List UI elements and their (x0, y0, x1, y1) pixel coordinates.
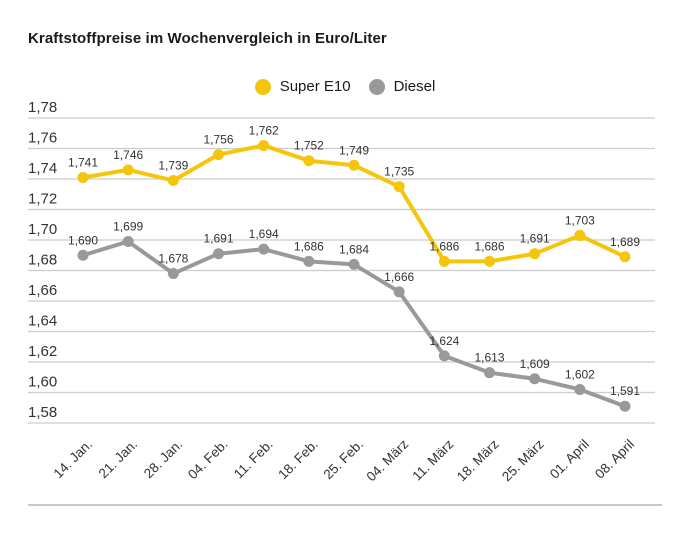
series-super-e10-point (393, 181, 405, 193)
diesel-dot-icon (368, 78, 385, 95)
y-axis-tick-label: 1,78 (28, 99, 57, 116)
legend-item-diesel: Diesel (368, 78, 436, 95)
series-diesel-point (122, 236, 134, 248)
y-axis-tick-label: 1,64 (28, 313, 57, 330)
legend-label-diesel: Diesel (393, 78, 436, 95)
x-axis-tick-label: 28. Jan. (141, 437, 186, 482)
series-super-e10-point (484, 255, 495, 267)
super-e10-dot-icon (254, 78, 271, 95)
series-diesel-value-label: 1,666 (384, 270, 414, 284)
series-super-e10-value-label: 1,686 (429, 239, 459, 253)
legend-label-super-e10: Super E10 (279, 78, 351, 95)
series-super-e10-point (303, 155, 315, 167)
series-super-e10-value-label: 1,746 (113, 148, 143, 162)
series-super-e10-value-label: 1,756 (203, 133, 233, 147)
series-super-e10-value-label: 1,741 (68, 155, 98, 169)
y-axis-tick-label: 1,68 (28, 252, 57, 269)
series-diesel-point (484, 367, 495, 379)
series-diesel-value-label: 1,686 (294, 239, 324, 253)
y-axis-tick-label: 1,70 (28, 221, 57, 238)
series-diesel-point (303, 255, 315, 267)
series-super-e10-point (529, 248, 541, 260)
series-super-e10-point (77, 171, 89, 183)
series-diesel-value-label: 1,613 (474, 351, 504, 365)
y-axis-tick-label: 1,76 (28, 130, 57, 147)
series-diesel-point (167, 268, 179, 280)
x-axis-tick-label: 18. März (454, 436, 502, 484)
series-diesel-point (393, 286, 405, 298)
series-super-e10-point (348, 159, 360, 171)
bottom-divider (28, 504, 662, 506)
series-diesel-value-label: 1,678 (158, 252, 188, 266)
series-super-e10-point (167, 175, 179, 187)
legend-item-super-e10: Super E10 (254, 78, 351, 95)
series-diesel-value-label: 1,694 (249, 227, 279, 241)
x-axis-tick-label: 18. Feb. (275, 437, 321, 483)
x-axis-tick-label: 25. Feb. (320, 437, 366, 483)
series-diesel-point (438, 350, 450, 362)
series-super-e10-value-label: 1,735 (384, 165, 414, 179)
series-diesel-value-label: 1,691 (203, 232, 233, 246)
series-diesel-point (348, 258, 360, 270)
x-axis-tick-label: 14. Jan. (51, 437, 96, 482)
series-diesel-value-label: 1,699 (113, 220, 143, 234)
series-super-e10-value-label: 1,691 (520, 232, 550, 246)
series-super-e10-value-label: 1,749 (339, 143, 369, 157)
series-diesel-point (258, 243, 270, 255)
series-super-e10-point (574, 229, 586, 241)
x-axis-tick-label: 08. April (592, 437, 637, 482)
series-diesel-value-label: 1,690 (68, 233, 98, 247)
series-diesel-value-label: 1,602 (565, 367, 595, 381)
series-super-e10-value-label: 1,739 (158, 159, 188, 173)
series-diesel-value-label: 1,609 (520, 357, 550, 371)
y-axis-tick-label: 1,72 (28, 191, 57, 208)
series-diesel-value-label: 1,684 (339, 242, 369, 256)
y-axis-tick-label: 1,62 (28, 343, 57, 360)
y-axis-tick-label: 1,60 (28, 374, 57, 391)
y-axis-tick-label: 1,74 (28, 160, 57, 177)
series-super-e10-point (213, 149, 224, 161)
series-super-e10-point (122, 164, 134, 176)
series-super-e10-point (438, 255, 450, 267)
x-axis-tick-label: 11. März (409, 436, 456, 483)
x-axis-tick-label: 04. März (364, 436, 412, 484)
chart-legend: Super E10 Diesel (0, 78, 690, 95)
series-diesel-point (213, 248, 224, 260)
x-axis-tick-label: 04. Feb. (185, 437, 231, 483)
x-axis-tick-label: 25. März (499, 436, 547, 484)
y-axis-tick-label: 1,58 (28, 404, 57, 421)
x-axis-tick-label: 01. April (547, 437, 592, 482)
series-diesel-point (529, 373, 541, 385)
series-super-e10-point (619, 251, 631, 263)
y-axis-tick-label: 1,66 (28, 282, 57, 299)
series-super-e10-value-label: 1,703 (565, 213, 595, 227)
series-super-e10-value-label: 1,686 (474, 239, 504, 253)
series-diesel-point (77, 249, 89, 261)
series-diesel-value-label: 1,624 (429, 334, 459, 348)
series-super-e10-value-label: 1,689 (610, 235, 640, 249)
series-diesel-point (574, 383, 586, 395)
series-super-e10-value-label: 1,762 (249, 123, 279, 137)
series-super-e10-point (258, 139, 270, 151)
series-diesel-value-label: 1,591 (610, 384, 640, 398)
chart-title: Kraftstoffpreise im Wochenvergleich in E… (28, 30, 387, 47)
x-axis-tick-label: 21. Jan. (96, 437, 141, 482)
series-diesel-point (619, 400, 631, 412)
x-axis-tick-label: 11. Feb. (231, 437, 276, 482)
series-super-e10-value-label: 1,752 (294, 139, 324, 153)
